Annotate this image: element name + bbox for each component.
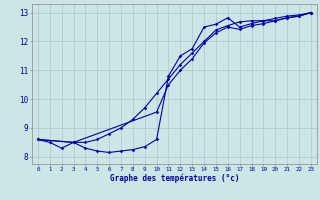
X-axis label: Graphe des températures (°c): Graphe des températures (°c) [110, 174, 239, 183]
